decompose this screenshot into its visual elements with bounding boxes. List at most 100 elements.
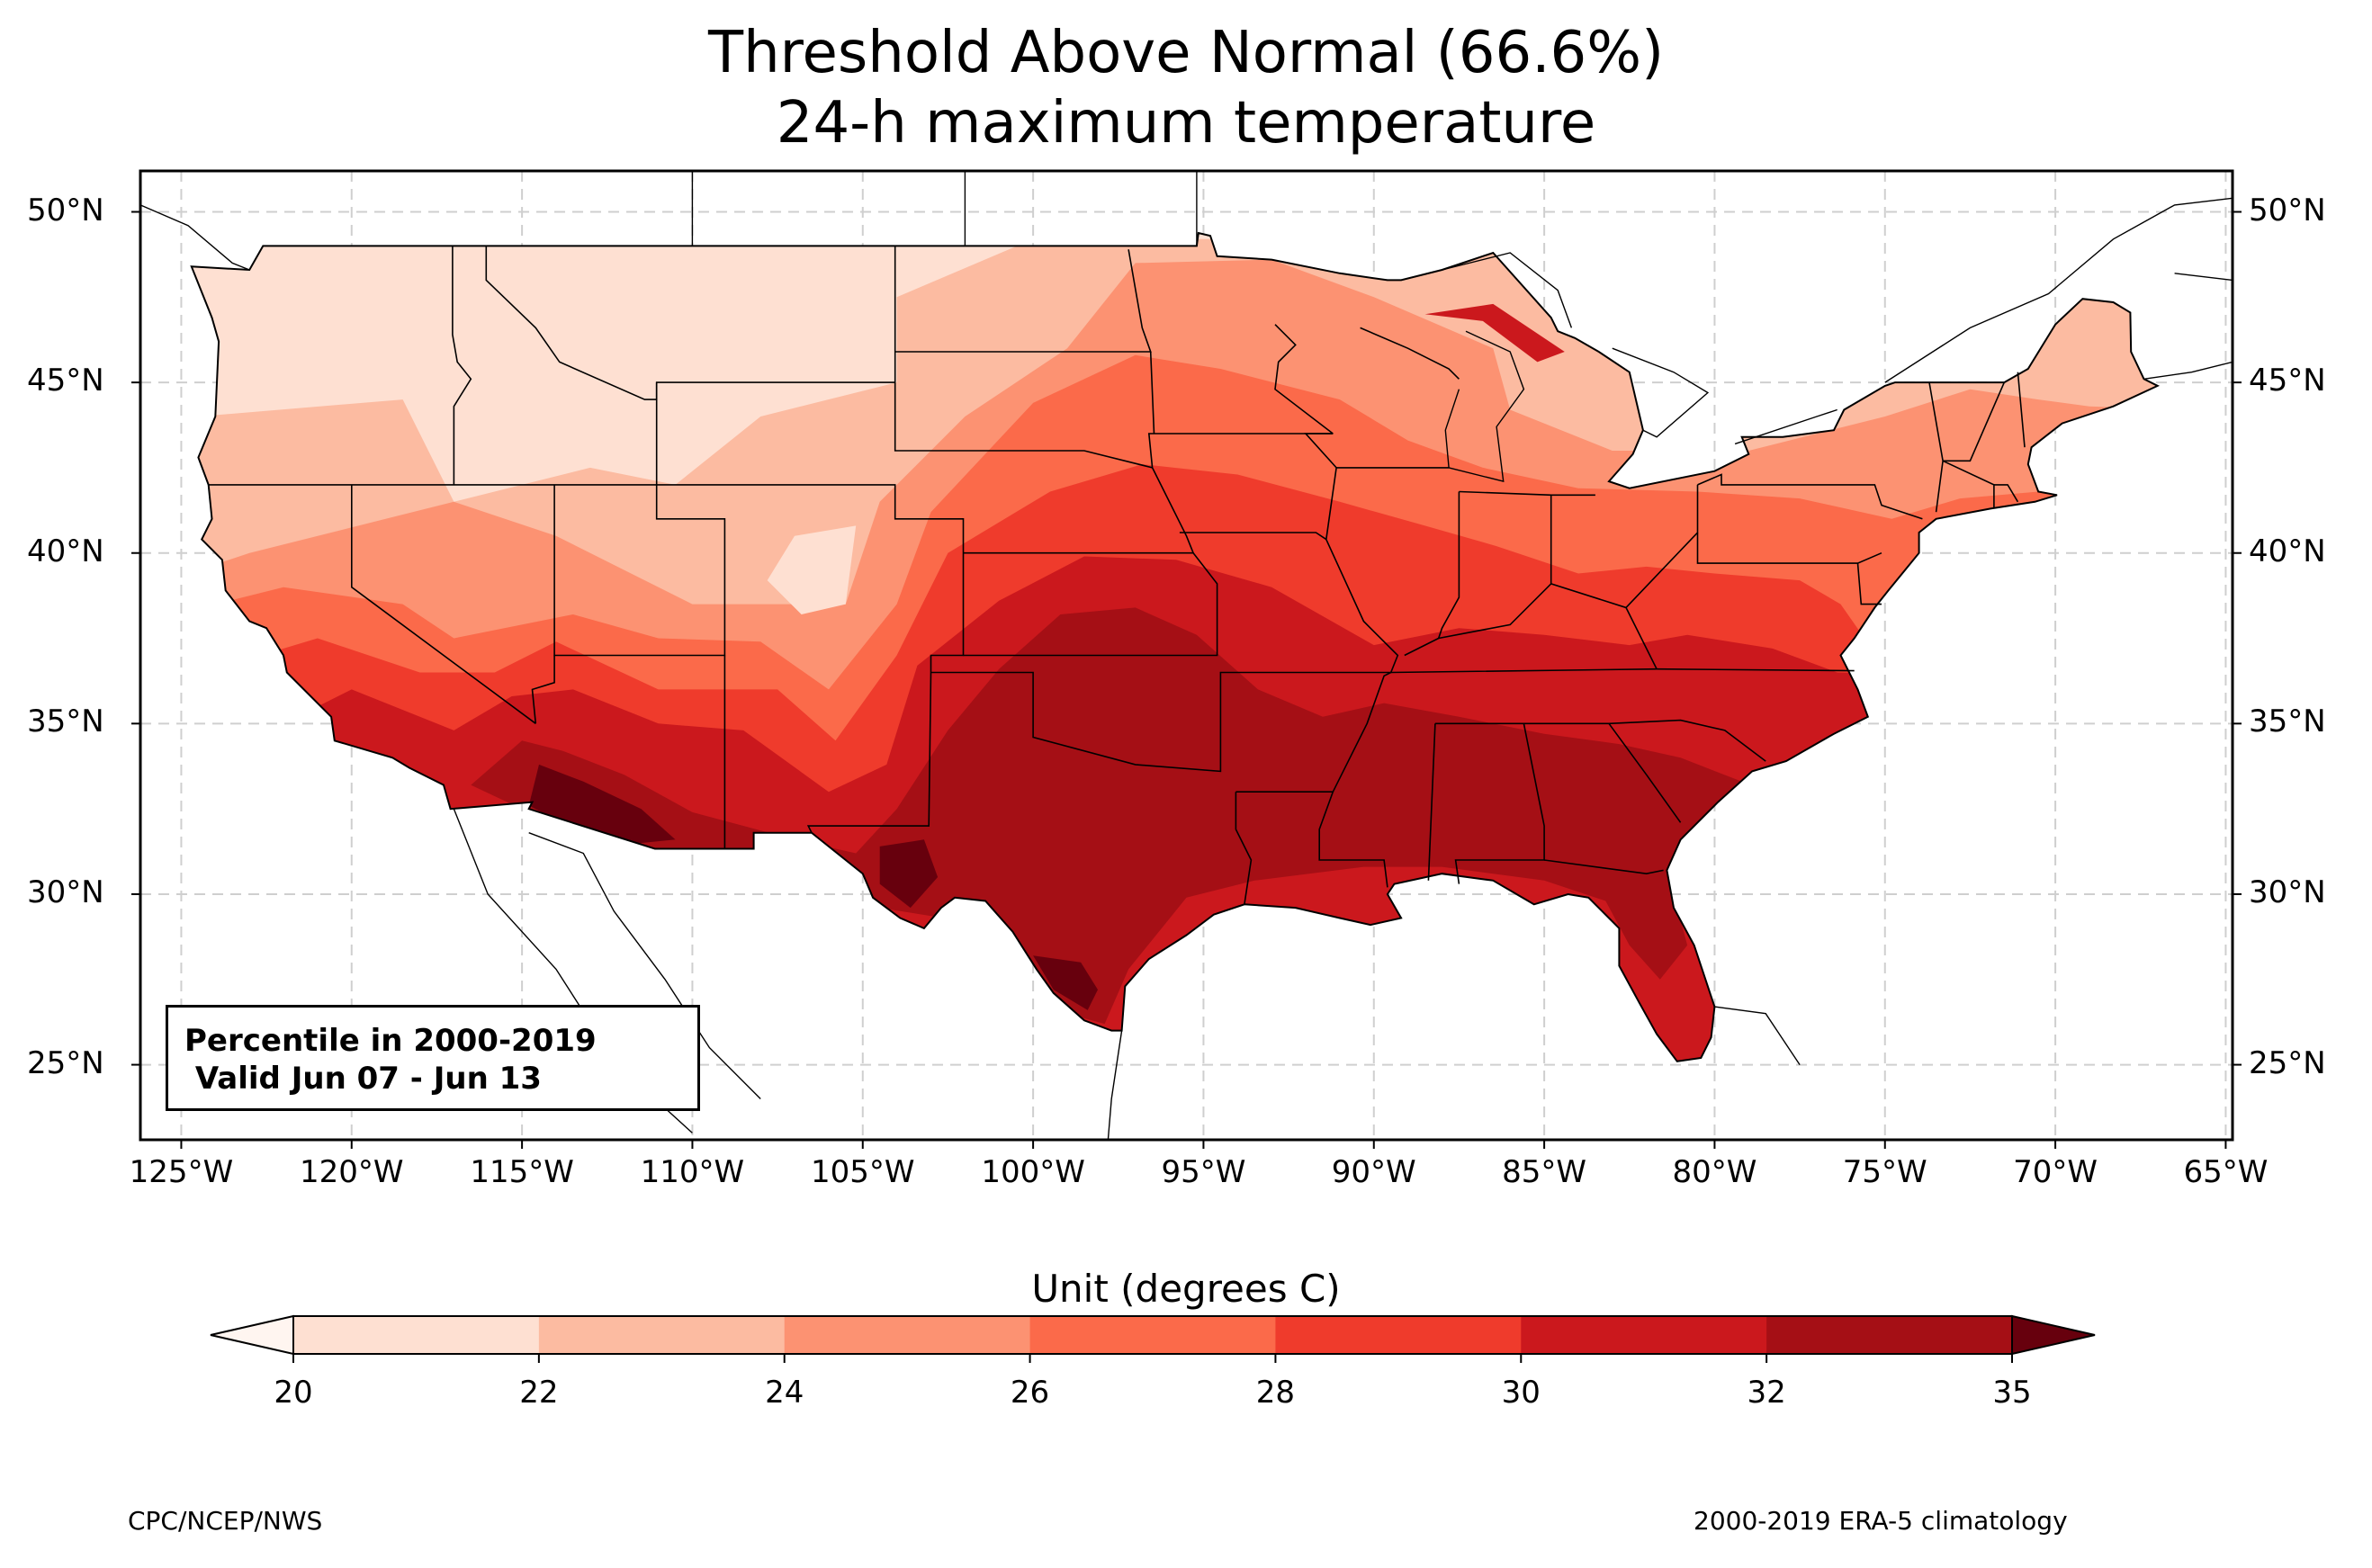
lon-tick-label: 95°W: [1161, 1154, 1246, 1190]
colorbar-tick-label: 24: [765, 1375, 804, 1411]
lat-tick-label: 30°N: [27, 874, 104, 910]
context-border-line: [1107, 1030, 1123, 1140]
lat-tick-label: 40°N: [27, 533, 104, 569]
info-line-period: Percentile in 2000-2019: [184, 1023, 597, 1059]
temperature-contour-region: [879, 839, 939, 909]
context-border-line: [1714, 1006, 1801, 1065]
info-line-valid-dates: Valid Jun 07 - Jun 13: [184, 1061, 542, 1097]
colorbar-tick-label: 32: [1747, 1375, 1786, 1411]
temperature-contour-region: [471, 607, 1742, 1025]
colorbar-segment: [784, 1316, 1031, 1354]
context-border-line: [140, 204, 250, 271]
lat-tick-label: 30°N: [2249, 874, 2326, 910]
lon-tick-label: 100°W: [981, 1154, 1085, 1190]
colorbar-segment: [538, 1316, 786, 1354]
state-border: [351, 484, 536, 724]
state-border: [1235, 792, 1253, 905]
state-border: [1304, 433, 1399, 793]
colorbar-segment: [1275, 1316, 1522, 1354]
lat-tick-label: 25°N: [27, 1044, 104, 1081]
axis-tick-marks: [131, 211, 2242, 1149]
colorbar-segment: [293, 1316, 540, 1354]
state-border: [1235, 791, 1388, 888]
state-border: [1438, 583, 1552, 640]
info-box: Percentile in 2000-2019 Valid Jun 07 - J…: [166, 1005, 700, 1111]
context-border-line: [2143, 361, 2233, 380]
state-border: [1697, 473, 1923, 520]
state-border: [1608, 722, 1682, 823]
colorbar-tick-label: 20: [274, 1375, 313, 1411]
state-border: [1149, 351, 1155, 435]
lon-tick-label: 80°W: [1672, 1154, 1757, 1190]
lon-tick-label: 70°W: [2013, 1154, 2098, 1190]
temperature-contour-region: [528, 764, 676, 847]
state-border: [1625, 607, 1658, 670]
state-border: [1274, 324, 1334, 435]
colorbar-segment: [1029, 1316, 1276, 1354]
state-border: [1404, 491, 1460, 657]
state-border: [1543, 859, 1664, 875]
context-border-line: [1442, 252, 1573, 328]
temperature-contour-region: [256, 253, 311, 400]
colorbar-segment: [1521, 1316, 1767, 1354]
context-border-line: [1444, 330, 1525, 483]
context-border-line: [1612, 347, 1710, 438]
state-border: [1943, 381, 2006, 462]
context-border-line: [528, 832, 761, 1099]
state-border: [1147, 433, 1334, 468]
state-border: [894, 249, 1152, 353]
lon-tick-label: 115°W: [470, 1154, 574, 1190]
map-frame: [139, 169, 2234, 1142]
credit-right: 2000-2019 ERA-5 climatology: [1694, 1506, 2068, 1536]
credit-left: CPC/NCEP/NWS: [128, 1506, 323, 1536]
colorbar-label: Unit (degrees C): [1031, 1267, 1341, 1311]
colorbar-frame: [292, 1315, 2013, 1355]
lon-tick-label: 90°W: [1331, 1154, 1416, 1190]
state-border: [1360, 327, 1460, 380]
state-border: [1993, 484, 2019, 503]
state-border: [452, 246, 472, 485]
lat-tick-label: 25°N: [2249, 1044, 2326, 1081]
state-border: [1696, 533, 1882, 564]
context-border-line: [1884, 197, 2233, 383]
context-border-line: [2174, 273, 2233, 282]
state-border: [1434, 719, 1766, 762]
colorbar-extend-high: [2011, 1314, 2096, 1356]
state-border: [930, 671, 1391, 773]
lat-tick-label: 35°N: [27, 703, 104, 740]
temperature-contour-region: [767, 525, 857, 614]
colorbar-tick-label: 22: [519, 1375, 559, 1411]
lat-tick-label: 50°N: [2249, 192, 2326, 228]
state-border: [1459, 484, 1699, 609]
state-border: [963, 552, 1218, 657]
lat-tick-label: 35°N: [2249, 703, 2326, 740]
conus-outline: [190, 231, 2161, 1062]
lat-tick-label: 40°N: [2249, 533, 2326, 569]
lon-tick-label: 125°W: [129, 1154, 234, 1190]
lat-tick-label: 45°N: [2249, 363, 2326, 399]
state-border: [1179, 532, 1327, 541]
lon-tick-label: 120°W: [300, 1154, 404, 1190]
colorbar-segment: [1766, 1316, 2013, 1354]
colorbar-tick-label: 28: [1255, 1375, 1296, 1411]
state-border: [894, 382, 1153, 469]
chart-title-line2: 24-h maximum temperature: [776, 90, 1596, 157]
temperature-contour-region: [1424, 303, 1565, 363]
temperature-contour-region: [1033, 955, 1098, 1010]
lat-tick-label: 45°N: [27, 363, 104, 399]
lon-tick-label: 85°W: [1502, 1154, 1587, 1190]
temperature-contour-region: [446, 259, 607, 366]
temperature-contour-region: [191, 556, 2158, 1062]
colorbar-tick-label: 35: [1992, 1375, 2032, 1411]
lon-tick-label: 75°W: [1842, 1154, 1927, 1190]
colorbar-tick-label: 26: [1010, 1375, 1050, 1411]
chart-title-line1: Threshold Above Normal (66.6%): [707, 20, 1665, 86]
state-border: [963, 467, 1195, 554]
state-border: [208, 484, 726, 657]
context-border-line: [1734, 408, 1837, 445]
lat-tick-label: 50°N: [27, 192, 104, 228]
state-border: [2017, 372, 2026, 448]
state-border: [1856, 563, 1882, 605]
lon-tick-label: 110°W: [640, 1154, 745, 1190]
